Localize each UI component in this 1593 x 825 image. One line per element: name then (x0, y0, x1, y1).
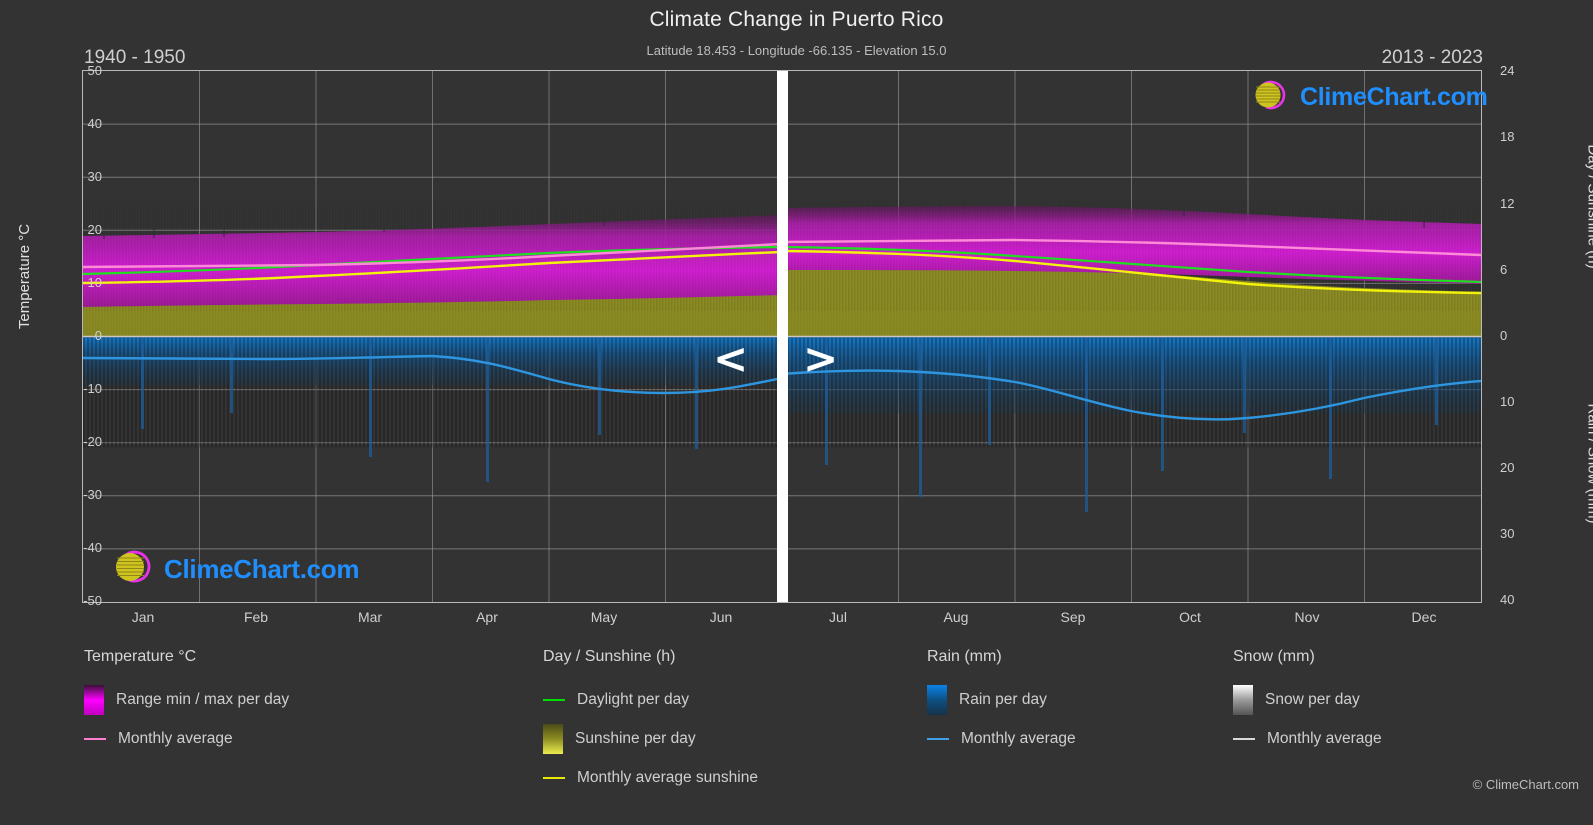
y-right-tick: 6 (1500, 262, 1508, 277)
y-right-rain-tick: 10 (1500, 394, 1515, 409)
legend-group-snow: Snow (mm) Snow per day Monthly average (1233, 648, 1382, 758)
legend-label: Monthly average (961, 729, 1076, 747)
legend-item-snow-average[interactable]: Monthly average (1233, 719, 1382, 758)
next-period-button[interactable]: > (803, 334, 839, 383)
rain-average-line (83, 354, 1481, 421)
legend-label: Rain per day (959, 690, 1047, 708)
legend-label: Monthly average (1267, 729, 1382, 747)
watermark-logo-top: ClimeChart.com (1232, 78, 1488, 117)
y-right-tick: 12 (1500, 196, 1515, 211)
y-left-tick: -10 (83, 381, 102, 396)
chart-legend: Temperature °C Range min / max per day M… (0, 648, 1593, 808)
temperature-range-swatch-icon (84, 684, 104, 715)
x-axis-tick-oct: Oct (1179, 609, 1201, 625)
period-right-label: 2013 - 2023 (1381, 47, 1483, 68)
legend-heading-rain: Rain (mm) (927, 648, 1002, 665)
y-left-tick: 40 (87, 116, 102, 131)
legend-label: Range min / max per day (116, 690, 290, 708)
period-left-label: 1940 - 1950 (84, 47, 186, 68)
legend-label: Monthly average sunshine (577, 768, 758, 786)
legend-item-sunshine-range[interactable]: Sunshine per day (543, 719, 758, 758)
y-axis-left-title: Temperature °C (16, 223, 34, 330)
x-axis-tick-sep: Sep (1060, 609, 1086, 625)
period-divider (777, 71, 788, 602)
y-right-rain-tick: 30 (1500, 526, 1515, 541)
legend-label: Monthly average (118, 729, 233, 747)
legend-item-temperature-range[interactable]: Range min / max per day (84, 680, 289, 719)
y-axis-right-top-title: Day / Sunshine (h) (1584, 144, 1593, 269)
y-right-rain-tick: 40 (1500, 592, 1515, 607)
x-axis-tick-dec: Dec (1411, 609, 1437, 625)
snow-average-line-icon (1233, 737, 1255, 740)
rain-range-swatch-icon (927, 684, 947, 715)
plot-area[interactable] (82, 70, 1482, 603)
y-right-tick: 24 (1500, 63, 1515, 78)
chart-subtitle: Latitude 18.453 - Longitude -66.135 - El… (646, 43, 947, 58)
page-title: Climate Change in Puerto Rico (649, 8, 944, 31)
x-axis-tick-apr: Apr (476, 609, 498, 625)
x-axis-tick-may: May (590, 609, 618, 625)
legend-group-temperature: Temperature °C Range min / max per day M… (84, 648, 289, 758)
y-left-tick: 30 (87, 169, 102, 184)
y-right-tick: 18 (1500, 129, 1515, 144)
legend-item-snow-range[interactable]: Snow per day (1233, 680, 1382, 719)
y-left-tick: -20 (83, 434, 102, 449)
watermark-logo-bottom: ClimeChart.com (92, 548, 359, 591)
x-axis-tick-jan: Jan (131, 609, 155, 625)
x-axis-tick-jun: Jun (709, 609, 733, 625)
x-axis-tick-nov: Nov (1294, 609, 1320, 625)
rain-average-line-icon (927, 737, 949, 740)
legend-item-sunshine-average[interactable]: Monthly average sunshine (543, 758, 758, 797)
x-axis-tick-jul: Jul (829, 609, 847, 625)
legend-item-rain-average[interactable]: Monthly average (927, 719, 1076, 758)
legend-group-day-sunshine: Day / Sunshine (h) Daylight per day Suns… (543, 648, 758, 797)
x-axis-tick-feb: Feb (243, 609, 269, 625)
x-axis-tick-aug: Aug (943, 609, 969, 625)
y-left-tick: -50 (83, 593, 102, 608)
temperature-average-line (83, 238, 1481, 269)
sunshine-range-swatch-icon (543, 723, 563, 754)
watermark-text: ClimeChart.com (1300, 83, 1488, 111)
climechart-logo-icon (92, 548, 158, 591)
y-left-tick: 20 (87, 222, 102, 237)
copyright-notice: © ClimeChart.com (1472, 777, 1579, 792)
y-left-tick: -40 (83, 540, 102, 555)
legend-heading-snow: Snow (mm) (1233, 648, 1315, 665)
legend-heading-temperature: Temperature °C (84, 648, 197, 665)
legend-heading-day-sunshine: Day / Sunshine (h) (543, 648, 676, 665)
legend-label: Sunshine per day (575, 729, 696, 747)
x-axis-tick-mar: Mar (357, 609, 383, 625)
snow-range-swatch-icon (1233, 684, 1253, 715)
legend-label: Snow per day (1265, 690, 1360, 708)
y-right-tick: 0 (1500, 328, 1508, 343)
previous-period-button[interactable]: < (713, 334, 749, 383)
y-left-tick: 0 (94, 328, 102, 343)
y-left-tick: 50 (87, 63, 102, 78)
daylight-line-icon (543, 698, 565, 701)
y-left-tick: 10 (87, 275, 102, 290)
legend-item-daylight[interactable]: Daylight per day (543, 680, 758, 719)
legend-item-temperature-average[interactable]: Monthly average (84, 719, 289, 758)
legend-group-rain: Rain (mm) Rain per day Monthly average (927, 648, 1076, 758)
temperature-average-line-icon (84, 737, 106, 740)
y-left-tick: -30 (83, 487, 102, 502)
sunshine-average-line-icon (543, 776, 565, 779)
y-right-rain-tick: 20 (1500, 460, 1515, 475)
sunshine-average-line (83, 249, 1481, 295)
legend-label: Daylight per day (577, 690, 690, 708)
climechart-logo-icon (1232, 78, 1294, 117)
watermark-text: ClimeChart.com (164, 554, 360, 584)
y-axis-right-bottom-title: Rain / Snow (mm) (1584, 403, 1593, 524)
legend-item-rain-range[interactable]: Rain per day (927, 680, 1076, 719)
